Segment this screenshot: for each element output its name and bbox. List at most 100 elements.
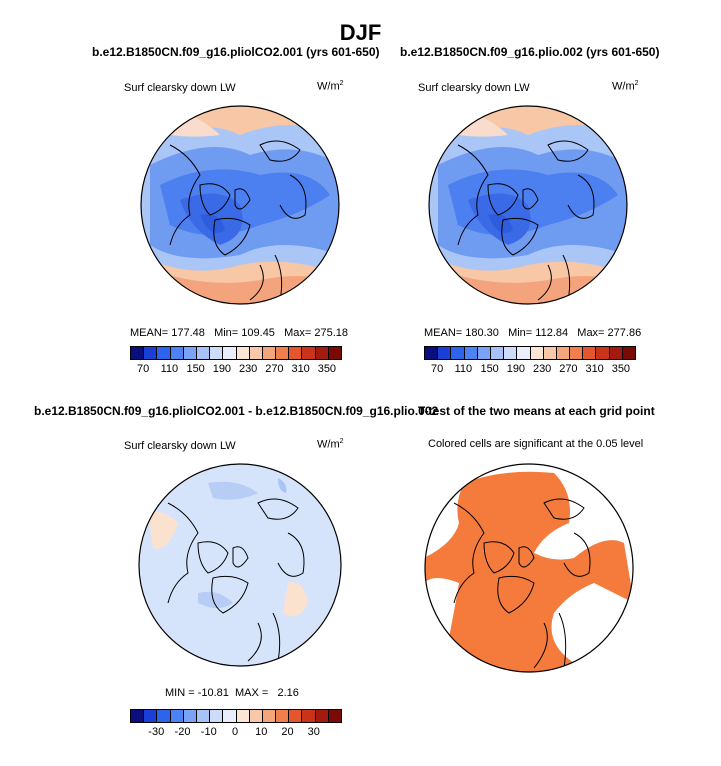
colorbar-swatch <box>596 347 610 359</box>
colorbar-swatch <box>490 347 505 359</box>
panel3-title: b.e12.B1850CN.f09_g16.pliolCO2.001 - b.e… <box>34 404 439 418</box>
panel3-colorbar <box>130 709 342 723</box>
panel1-units: W/m2 <box>317 80 344 93</box>
colorbar-swatch <box>609 347 623 359</box>
colorbar-swatch <box>262 710 277 722</box>
page-title: DJF <box>339 20 382 45</box>
panel3-field <box>139 464 341 666</box>
colorbar-swatch <box>289 347 303 359</box>
panel4-field <box>425 464 633 672</box>
colorbar-swatch <box>276 347 290 359</box>
panel2-stats: MEAN= 180.30 Min= 112.84 Max= 277.86 <box>424 327 642 339</box>
colorbar-swatch <box>210 347 224 359</box>
colorbar-swatch <box>315 347 329 359</box>
colorbar-swatch <box>131 710 145 722</box>
colorbar-tick-label: 150 <box>480 363 499 375</box>
colorbar-tick-label: 350 <box>611 363 631 375</box>
colorbar-swatch <box>249 347 263 359</box>
colorbar-tick-label: 270 <box>559 363 578 375</box>
colorbar-swatch <box>223 347 237 359</box>
panel1-variable-label: Surf clearsky down LW <box>124 82 236 94</box>
significant-cells <box>425 471 633 672</box>
panel2-colorbar-ticks: 70 110 150 190 230 270 310 350 <box>424 363 634 377</box>
panel1-colorbar-ticks: 70 110 150 190 230 270 310 350 <box>130 363 340 377</box>
colorbar-tick-label: 230 <box>532 363 552 375</box>
colorbar-swatch <box>438 347 452 359</box>
colorbar-swatch <box>622 347 635 359</box>
panel4-title: T-test of the two means at each grid poi… <box>418 404 655 418</box>
colorbar-tick-label: -10 <box>200 726 217 738</box>
panel1-polar-map <box>140 105 340 305</box>
colorbar-swatch <box>464 347 478 359</box>
colorbar-swatch <box>157 710 171 722</box>
colorbar-swatch <box>451 347 465 359</box>
colorbar-swatch <box>144 347 158 359</box>
colorbar-swatch <box>477 347 491 359</box>
colorbar-swatch <box>236 347 250 359</box>
colorbar-swatch <box>144 710 158 722</box>
panel4-coastlines <box>453 498 591 669</box>
colorbar-tick-label: -20 <box>174 726 191 738</box>
panel3-polar-map <box>138 463 342 667</box>
colorbar-swatch <box>236 710 250 722</box>
colorbar-tick-label: 230 <box>238 363 258 375</box>
colorbar-swatch <box>262 347 277 359</box>
colorbar-tick-label: 70 <box>431 363 444 375</box>
colorbar-swatch <box>210 710 224 722</box>
colorbar-tick-label: 310 <box>585 363 604 375</box>
panel2-variable-label: Surf clearsky down LW <box>418 82 530 94</box>
colorbar-tick-label: 110 <box>454 363 473 375</box>
panel4-subtitle: Colored cells are significant at the 0.0… <box>428 438 644 450</box>
colorbar-swatch <box>302 710 316 722</box>
panel2-field <box>429 106 627 304</box>
colorbar-swatch <box>196 347 211 359</box>
colorbar-tick-label: 110 <box>160 363 179 375</box>
colorbar-tick-label: 30 <box>307 726 320 738</box>
colorbar-swatch <box>517 347 531 359</box>
colorbar-tick-label: 150 <box>186 363 205 375</box>
panel1-stats: MEAN= 177.48 Min= 109.45 Max= 275.18 <box>130 327 348 339</box>
colorbar-tick-label: 190 <box>212 363 232 375</box>
colorbar-swatch <box>157 347 171 359</box>
colorbar-swatch <box>328 710 341 722</box>
colorbar-swatch <box>289 710 303 722</box>
colorbar-swatch <box>223 710 237 722</box>
colorbar-tick-label: 10 <box>255 726 268 738</box>
colorbar-tick-label: 20 <box>281 726 294 738</box>
panel4-polar-map <box>424 463 634 673</box>
colorbar-tick-label: 0 <box>231 726 239 738</box>
colorbar-swatch <box>504 347 518 359</box>
colorbar-swatch <box>315 710 329 722</box>
panel3-variable-label: Surf clearsky down LW <box>124 440 236 452</box>
colorbar-swatch <box>302 347 316 359</box>
colorbar-swatch <box>183 710 197 722</box>
colorbar-tick-label: 190 <box>506 363 526 375</box>
colorbar-swatch <box>556 347 571 359</box>
panel3-colorbar-ticks: -30 -20 -10 0 10 20 30 <box>130 726 340 740</box>
panel3-units: W/m2 <box>317 438 344 451</box>
colorbar-tick-label: -30 <box>148 726 165 738</box>
colorbar-tick-label: 70 <box>137 363 150 375</box>
colorbar-swatch <box>570 347 584 359</box>
colorbar-swatch <box>328 347 341 359</box>
panel3-stats: MIN = -10.81 MAX = 2.16 <box>165 687 299 699</box>
panel2-polar-map <box>428 105 628 305</box>
colorbar-swatch <box>183 347 197 359</box>
colorbar-swatch <box>170 710 184 722</box>
colorbar-tick-label: 310 <box>291 363 310 375</box>
colorbar-tick-label: 270 <box>265 363 284 375</box>
panel2-title: b.e12.B1850CN.f09_g16.plio.002 (yrs 601-… <box>400 45 660 59</box>
panel3-coastlines <box>167 498 305 662</box>
panel2-units: W/m2 <box>612 80 639 93</box>
colorbar-swatch <box>196 710 211 722</box>
panel2-colorbar <box>424 346 636 360</box>
panel1-colorbar <box>130 346 342 360</box>
panel1-title: b.e12.B1850CN.f09_g16.pliolCO2.001 (yrs … <box>92 45 380 59</box>
colorbar-swatch <box>583 347 597 359</box>
colorbar-swatch <box>131 347 145 359</box>
colorbar-swatch <box>170 347 184 359</box>
colorbar-swatch <box>530 347 544 359</box>
colorbar-swatch <box>425 347 439 359</box>
colorbar-swatch <box>249 710 263 722</box>
colorbar-tick-label: 350 <box>317 363 337 375</box>
